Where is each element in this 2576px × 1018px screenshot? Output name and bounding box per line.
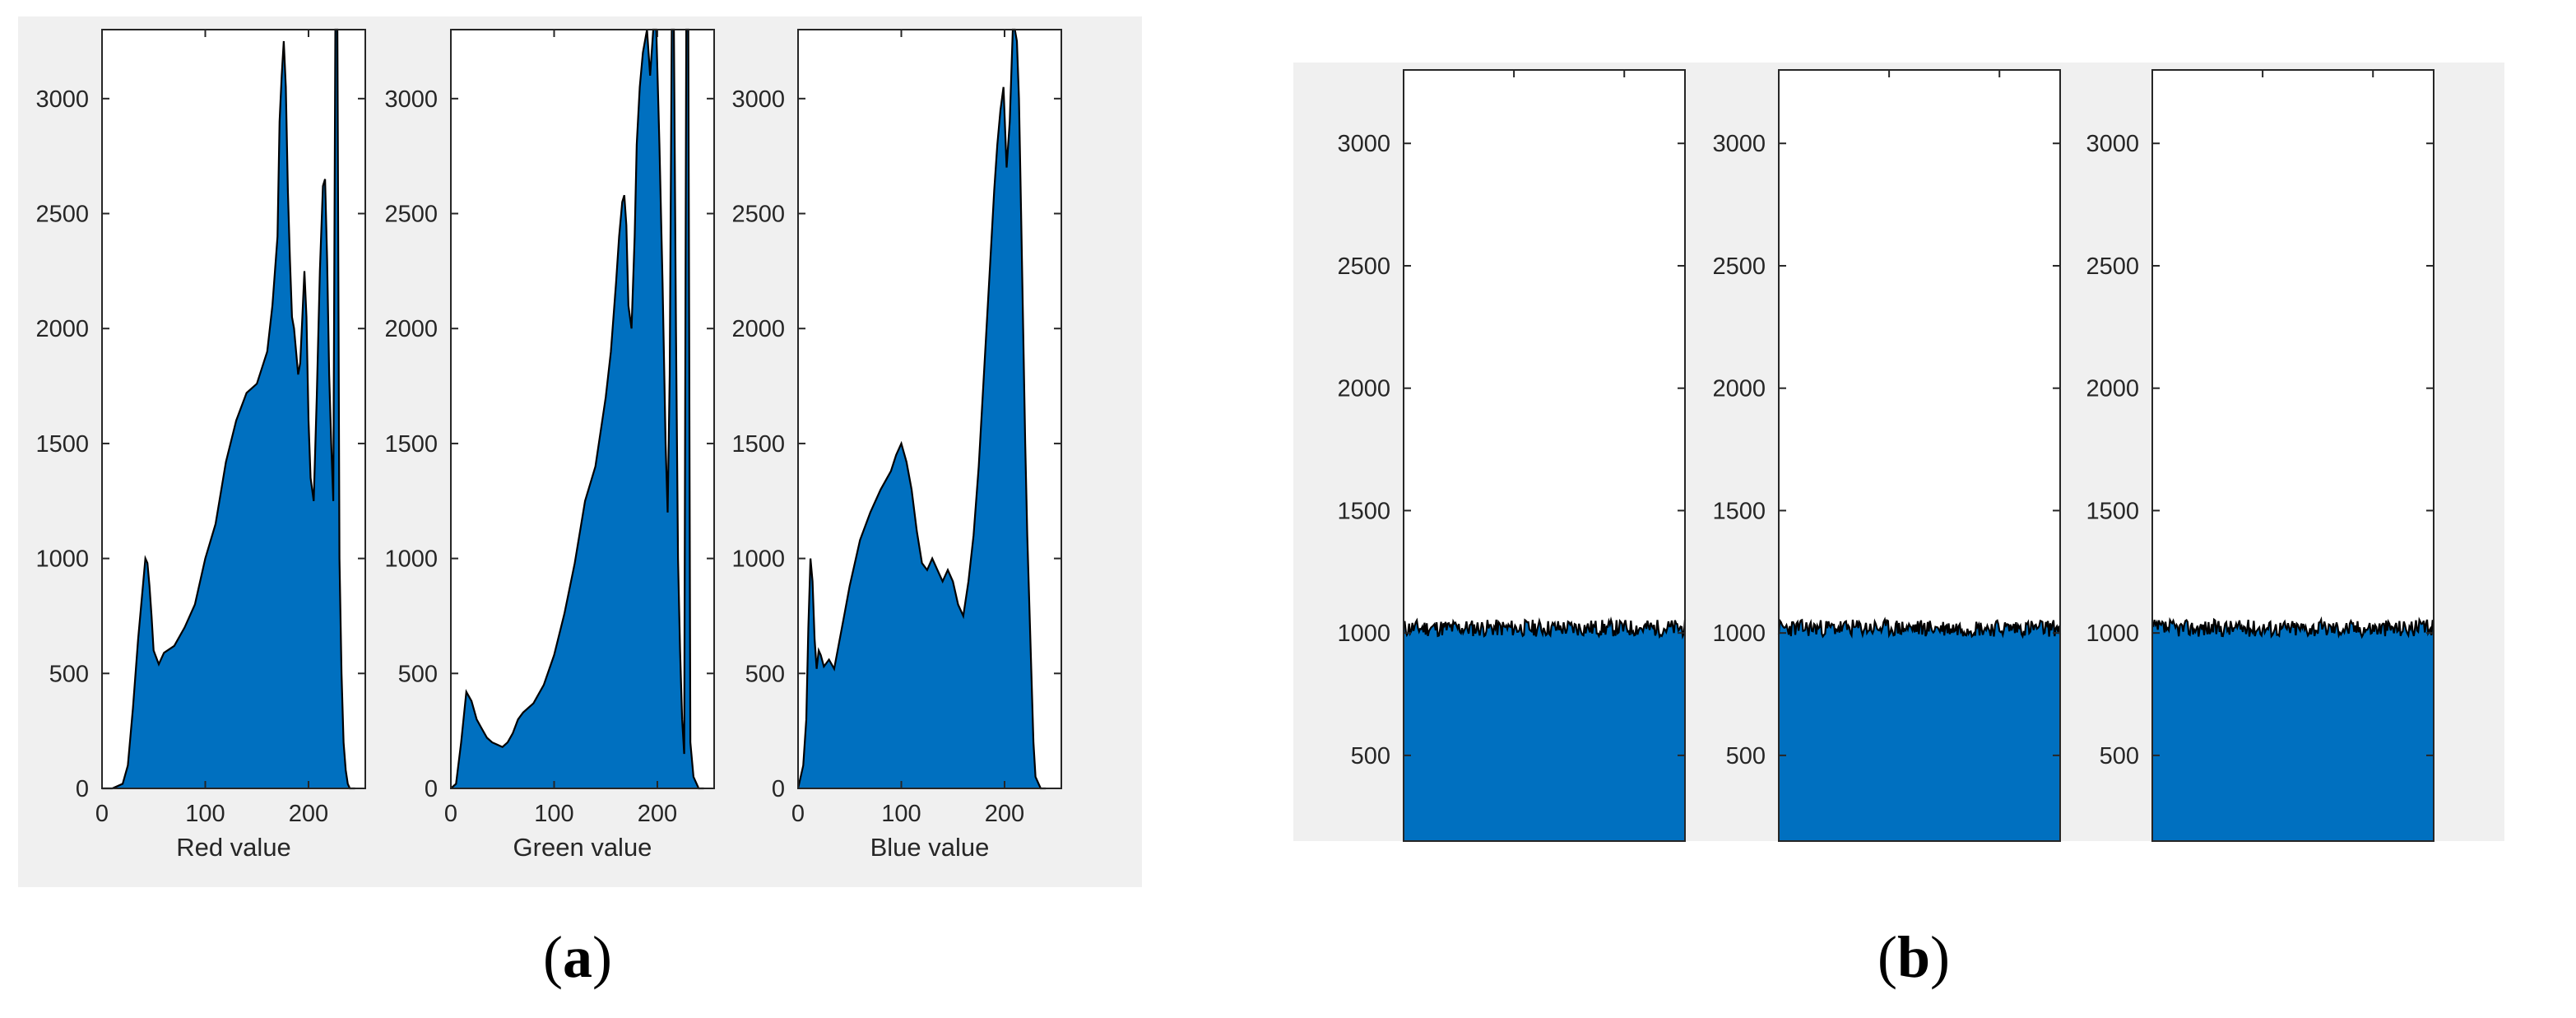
y-tick-label: 2500: [2086, 253, 2139, 280]
x-tick-label: 200: [985, 801, 1024, 827]
histogram-fill: [1779, 619, 2060, 841]
y-tick-label: 1500: [384, 431, 438, 458]
y-tick-label: 500: [745, 661, 785, 687]
panel-label-a: (a): [543, 924, 612, 990]
x-tick-label: 100: [534, 801, 573, 827]
x-axis-label: Red value: [176, 833, 291, 862]
y-tick-label: 3000: [35, 86, 89, 113]
panel-label-b: (b): [1877, 924, 1951, 990]
x-tick-label: 200: [289, 801, 328, 827]
y-tick-label: 1000: [731, 546, 785, 573]
histogram-fill: [2152, 619, 2434, 841]
y-tick-label: 2000: [35, 316, 89, 342]
y-tick-label: 2500: [384, 202, 438, 228]
x-tick-label: 0: [791, 801, 805, 827]
axes-box: [450, 29, 715, 789]
y-tick-label: 1000: [2086, 621, 2139, 647]
axes-box: [2151, 69, 2434, 842]
y-tick-label: 1000: [1337, 621, 1390, 647]
axes-box: [1778, 69, 2061, 842]
histogram-edge: [796, 28, 1047, 790]
histogram-edge: [1777, 616, 2062, 639]
histogram-a-1: 0 500 1000 1500 2000 2500 3000 0 100 200 Green val…: [384, 28, 715, 862]
histogram-fill: [102, 30, 355, 788]
y-tick-label: 0: [425, 776, 438, 802]
y-tick-label: 2000: [731, 316, 785, 342]
y-tick-label: 0: [772, 776, 785, 802]
x-tick-label: 200: [638, 801, 677, 827]
x-axis-label: Blue value: [870, 833, 990, 862]
y-tick-label: 3000: [384, 86, 438, 113]
y-tick-label: 1000: [35, 546, 89, 573]
histogram-b-5: 500 1000 1500 2000 2500 3000: [2086, 69, 2435, 842]
y-tick-label: 2000: [2086, 376, 2139, 402]
x-tick-label: 0: [444, 801, 457, 827]
histogram-edge: [450, 28, 704, 790]
y-tick-label: 1000: [1712, 621, 1766, 647]
y-tick-label: 3000: [1337, 131, 1390, 157]
y-tick-label: 2500: [1712, 253, 1766, 280]
x-tick-label: 100: [185, 801, 225, 827]
axes-box: [797, 29, 1062, 789]
histogram-edge: [2151, 616, 2435, 639]
y-tick-label: 1500: [1337, 498, 1390, 524]
y-tick-label: 3000: [1712, 131, 1766, 157]
axes-box: [1403, 69, 1686, 842]
histogram-fill: [1404, 620, 1685, 841]
y-tick-label: 2000: [1712, 376, 1766, 402]
histogram-fill: [451, 30, 704, 788]
y-tick-label: 1500: [2086, 498, 2139, 524]
y-tick-label: 1000: [384, 546, 438, 573]
y-tick-label: 3000: [731, 86, 785, 113]
histogram-b-4: 500 1000 1500 2000 2500 3000: [1712, 69, 2062, 842]
x-tick-label: 100: [881, 801, 921, 827]
y-tick-label: 2500: [1337, 253, 1390, 280]
axes-box: [101, 29, 366, 789]
histogram-b-3: 500 1000 1500 2000 2500 3000: [1337, 69, 1687, 842]
y-tick-label: 500: [49, 661, 89, 687]
y-tick-label: 2500: [731, 202, 785, 228]
y-tick-label: 500: [2100, 743, 2139, 769]
y-tick-label: 2500: [35, 202, 89, 228]
histogram-a-0: 0 500 1000 1500 2000 2500 3000 0 100 200 Red value: [35, 28, 366, 862]
y-tick-label: 500: [398, 661, 438, 687]
y-tick-label: 500: [1726, 743, 1766, 769]
y-tick-label: 2000: [384, 316, 438, 342]
x-axis-label: Green value: [513, 833, 652, 862]
y-tick-label: 0: [76, 776, 89, 802]
histogram-edge: [1402, 616, 1687, 640]
histogram-fill: [798, 30, 1047, 788]
y-tick-label: 2000: [1337, 376, 1390, 402]
y-tick-label: 1500: [731, 431, 785, 458]
y-tick-label: 3000: [2086, 131, 2139, 157]
y-tick-label: 500: [1351, 743, 1390, 769]
y-tick-label: 1500: [35, 431, 89, 458]
histogram-a-2: 0 500 1000 1500 2000 2500 3000 0 100 200 Blue valu…: [731, 28, 1062, 862]
y-tick-label: 1500: [1712, 498, 1766, 524]
x-tick-label: 0: [95, 801, 109, 827]
histogram-edge: [102, 28, 355, 790]
